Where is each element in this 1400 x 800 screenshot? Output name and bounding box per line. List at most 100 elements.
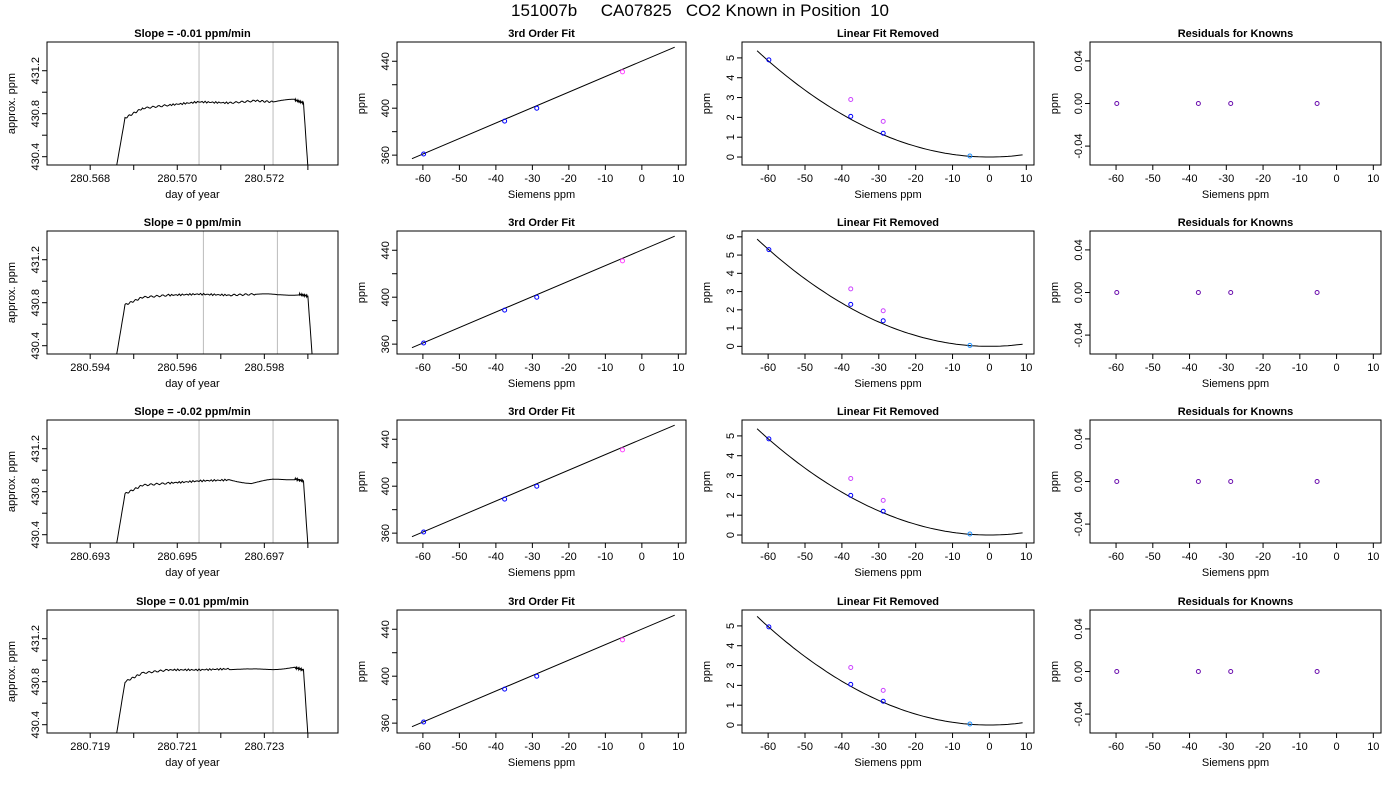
x-tick-label: -20	[1255, 173, 1271, 185]
y-tick-label: 0.04	[1073, 428, 1085, 449]
data-layer	[116, 291, 313, 354]
x-tick-label: -60	[1108, 362, 1124, 374]
panel-title: Residuals for Knowns	[1178, 217, 1294, 229]
x-tick-label: 10	[1020, 173, 1032, 185]
trace-line	[116, 476, 309, 543]
x-tick-label: -50	[451, 551, 467, 563]
panel-trace-row-4: Slope = 0.01 ppm/min 280.719 280.721 280.72…	[6, 596, 339, 769]
x-tick-label: -50	[797, 551, 813, 563]
data-point	[620, 69, 626, 75]
y-axis-label: ppm	[701, 471, 713, 492]
x-tick-label: -30	[1218, 173, 1234, 185]
x-tick-label: -30	[524, 362, 540, 374]
data-point	[848, 301, 854, 307]
data-point	[848, 286, 854, 292]
panel-title: Linear Fit Removed	[837, 217, 939, 229]
x-tick-label: -10	[945, 551, 961, 563]
x-tick-label: -50	[797, 173, 813, 185]
y-tick-label: 2	[725, 682, 737, 688]
panel-title: Linear Fit Removed	[837, 596, 939, 608]
y-axis-label: ppm	[1049, 282, 1061, 303]
data-point	[1314, 479, 1320, 484]
y-tick-label: 360	[380, 146, 392, 164]
x-tick-label: -30	[871, 173, 887, 185]
x-tick-label: -60	[415, 551, 431, 563]
x-tick-label: 280.598	[244, 362, 284, 374]
panel-title: Residuals for Knowns	[1178, 28, 1294, 40]
panel-resid-row-1: Residuals for Knowns -60 -50 -40 -30 -20 -10 0 1…	[1049, 28, 1382, 201]
panel-resid-row-3: Residuals for Knowns -60 -50 -40 -30 -20 -10 0 1…	[1049, 406, 1382, 579]
y-tick-label: 440	[380, 620, 392, 638]
data-point	[848, 665, 854, 671]
x-tick-label: -40	[488, 362, 504, 374]
x-tick-label: -30	[1218, 551, 1234, 563]
plot-frame	[741, 230, 1035, 355]
y-tick-label: 440	[380, 241, 392, 259]
x-axis-label: day of year	[165, 189, 220, 201]
x-tick-label: 280.695	[157, 551, 197, 563]
x-tick-label: -50	[451, 362, 467, 374]
x-tick-label: 10	[1020, 551, 1032, 563]
x-tick-label: -50	[1145, 741, 1161, 753]
x-tick-label: -10	[597, 741, 613, 753]
fit-curve	[756, 428, 1023, 536]
data-layer	[756, 50, 1023, 159]
panel-title: Slope = -0.02 ppm/min	[134, 406, 251, 418]
data-point	[880, 687, 886, 693]
panel-title: Slope = 0 ppm/min	[144, 217, 242, 229]
x-axis-label: Siemens ppm	[854, 757, 921, 769]
y-axis-label: ppm	[701, 93, 713, 114]
data-point	[620, 637, 626, 643]
data-point	[502, 307, 508, 313]
x-tick-label: -30	[524, 173, 540, 185]
y-axis-label: ppm	[1049, 471, 1061, 492]
data-layer	[1114, 290, 1320, 295]
x-tick-label: 0	[1334, 362, 1340, 374]
data-point	[421, 719, 427, 725]
x-tick-label: -40	[488, 741, 504, 753]
panel-resid-row-4: Residuals for Knowns -60 -50 -40 -30 -20 -10 0 1…	[1049, 596, 1382, 769]
panel-title: 3rd Order Fit	[508, 217, 575, 229]
data-point	[502, 496, 508, 502]
fit-line	[411, 46, 675, 160]
x-tick-label: 0	[1334, 551, 1340, 563]
x-tick-label: 10	[1367, 551, 1379, 563]
x-axis-label: Siemens ppm	[854, 378, 921, 390]
y-tick-label: 430.8	[30, 668, 42, 696]
x-tick-label: -50	[797, 362, 813, 374]
data-point	[1114, 101, 1120, 106]
x-tick-label: -40	[1182, 362, 1198, 374]
y-tick-label: 4	[725, 75, 737, 81]
plot-frame	[396, 230, 687, 355]
panel-trace-row-3: Slope = -0.02 ppm/min 280.693 280.695 280.6…	[6, 406, 339, 579]
panel-fit-row-2: 3rd Order Fit -60 -50 -40 -30 -20 -10 0 10 360 400…	[356, 217, 687, 390]
x-tick-label: -40	[834, 551, 850, 563]
panel-title: Residuals for Knowns	[1178, 596, 1294, 608]
data-point	[1195, 669, 1201, 674]
data-point	[848, 97, 854, 103]
data-point	[848, 492, 854, 498]
x-tick-label: 0	[639, 173, 645, 185]
fit-line	[411, 424, 675, 538]
data-point	[880, 318, 886, 324]
y-tick-label: -0.04	[1073, 134, 1085, 159]
y-tick-label: 5	[725, 433, 737, 439]
x-tick-label: -10	[1292, 362, 1308, 374]
plot-frame	[741, 419, 1035, 544]
data-point	[421, 340, 427, 346]
data-layer	[1114, 101, 1320, 106]
x-axis-label: Siemens ppm	[854, 567, 921, 579]
data-point	[421, 529, 427, 535]
fit-curve	[756, 238, 1023, 347]
y-tick-label: -0.04	[1073, 323, 1085, 348]
plot-frame	[1089, 419, 1382, 544]
y-tick-label: 5	[725, 252, 737, 258]
x-tick-label: -20	[561, 551, 577, 563]
x-tick-label: -30	[524, 741, 540, 753]
panel-title: Linear Fit Removed	[837, 406, 939, 418]
plot-frame	[46, 609, 339, 734]
x-tick-label: 10	[1367, 741, 1379, 753]
y-tick-label: 0.04	[1073, 618, 1085, 639]
x-tick-label: -40	[834, 173, 850, 185]
x-axis-label: Siemens ppm	[854, 189, 921, 201]
